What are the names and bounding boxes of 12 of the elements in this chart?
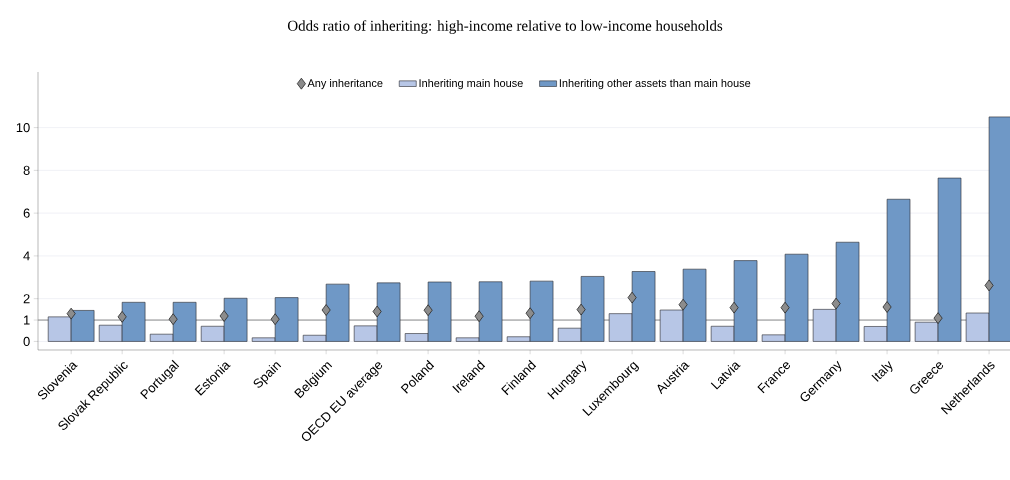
y-tick-label: 1 [24, 315, 30, 325]
legend-label: Any inheritance [307, 78, 383, 90]
y-tick-label: 10 [16, 123, 30, 133]
x-tick-label: Italy [871, 361, 893, 382]
chart-title: Odds ratio of inheriting: high-income relative to low-income households [287, 20, 723, 34]
legend-label: Inheriting other assets than main house [559, 78, 751, 90]
y-tick-label: 2 [23, 294, 30, 304]
y-tick-label: 0 [23, 336, 30, 347]
legend-label: Inheriting main house [419, 78, 523, 90]
y-tick-label: 6 [23, 208, 30, 218]
y-tick-label: 8 [23, 165, 30, 175]
y-tick-label: 4 [23, 251, 30, 261]
